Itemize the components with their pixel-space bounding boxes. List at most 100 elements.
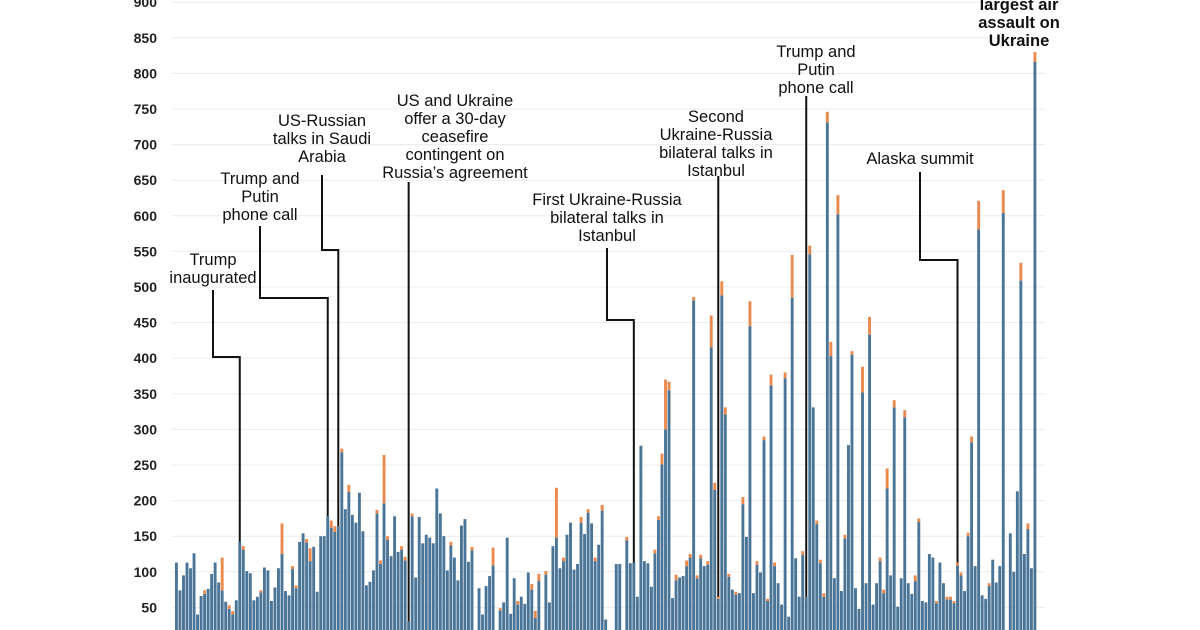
bar-segment-series-1 [593,561,597,630]
bar-segment-series-1 [238,541,242,630]
bar-segment-series-2 [294,585,298,589]
bar-segment-series-1 [224,601,228,630]
bar-segment-series-1 [175,562,178,630]
bar-segment-series-2 [410,513,414,517]
bar-segment-series-1 [899,578,903,630]
bar-segment-series-2 [657,516,660,520]
bar-segment-series-2 [825,111,829,123]
bar-segment-series-2 [533,610,537,619]
bar-segment-series-1 [839,591,843,630]
bar-segment-series-1 [755,564,759,630]
annotation-text: contingent on [405,146,504,164]
bar-segment-series-1 [417,516,421,630]
bar-segment-series-1 [505,537,509,630]
bar-segment-series-1 [481,614,484,630]
bar-segment-series-1 [551,546,555,630]
bar-segment-series-2 [625,536,629,541]
bar-segment-series-2 [685,560,689,567]
bar-segment-series-1 [431,543,435,630]
bar-segment-series-2 [977,200,981,230]
bar-segment-series-2 [220,557,224,591]
bar-segment-series-2 [822,593,826,597]
y-tick-label: 750 [134,101,158,117]
bar-segment-series-2 [734,591,738,595]
bar-segment-series-2 [885,468,889,489]
bar-segment-series-1 [470,550,474,630]
annotation-text: US-Russian [278,112,366,130]
bar-segment-series-2 [375,509,379,514]
bar-segment-series-1 [808,254,812,630]
bar-segment-series-1 [1012,571,1016,630]
annotation-text: talks in Saudi [273,130,371,148]
bar-segment-series-1 [804,596,808,630]
bar-segment-series-1 [1019,280,1023,630]
bar-segment-series-1 [843,538,847,630]
bar-segment-series-1 [688,557,692,630]
bar-segment-series-1 [850,354,854,630]
bar-segment-series-1 [544,574,548,630]
bar-segment-series-1 [379,563,382,630]
y-tick-label: 350 [134,386,158,402]
bar-segment-series-1 [980,595,984,630]
bar-segment-series-1 [523,603,527,630]
bar-segment-series-2 [280,523,284,554]
bar-segment-series-2 [882,589,886,594]
bar-segment-series-1 [340,452,344,630]
bar-segment-series-1 [421,543,425,630]
bar-segment-series-1 [210,573,214,630]
annotation-text: offer a 30-day [404,110,506,128]
bar-segment-series-1 [787,616,791,630]
bar-segment-series-1 [759,572,762,630]
bar-segment-series-2 [861,366,864,393]
bar-segment-series-1 [716,598,720,630]
bar-segment-series-2 [259,590,263,593]
bar-segment-series-1 [294,588,298,630]
bar-segment-series-2 [562,557,565,562]
bar-segment-series-1 [628,563,632,630]
bar-segment-series-1 [832,578,836,630]
bar-segment-series-2 [1019,262,1023,281]
bar-segment-series-1 [583,534,587,630]
bar-segment-series-1 [762,440,766,630]
bar-segment-series-1 [977,229,981,630]
bar-segment-series-1 [889,575,893,630]
bar-segment-series-2 [949,596,952,600]
bar-segment-series-1 [364,585,368,630]
bar-segment-series-1 [815,524,819,630]
bar-segment-series-1 [685,566,689,630]
bar-segment-series-1 [227,608,231,630]
bar-segment-series-2 [530,583,534,590]
bar-segment-series-1 [438,513,442,630]
bar-segment-series-1 [671,598,674,630]
bar-segment-series-2 [801,551,805,555]
bar-segment-series-1 [410,516,414,630]
y-tick-label: 100 [134,564,158,580]
bar-segment-series-2 [766,598,769,601]
bar-segment-series-2 [340,448,344,453]
bar-segment-series-2 [829,341,833,357]
annotation-text: Russia’s agreement [382,164,528,182]
bar-segment-series-1 [185,562,189,630]
bar-segment-series-1 [326,516,330,630]
bar-segment-series-1 [456,580,460,630]
bar-segment-series-1 [396,551,400,630]
bar-segment-series-1 [600,510,604,630]
bar-segment-series-1 [459,525,463,630]
bar-segment-series-2 [1026,523,1030,530]
bar-segment-series-1 [435,488,439,630]
bar-segment-series-2 [400,546,404,550]
bar-segment-series-1 [386,539,389,630]
bar-segment-series-2 [403,556,407,561]
annotation-leader-line [259,226,329,517]
bar-segment-series-2 [850,351,854,355]
bar-segment-series-2 [970,436,974,443]
bar-segment-series-1 [298,541,302,630]
bar-segment-series-2 [347,484,351,493]
bar-segment-series-1 [963,591,966,630]
bar-segment-series-2 [699,554,703,559]
bar-segment-series-1 [836,214,840,630]
bar-segment-series-1 [829,356,833,630]
bar-segment-series-1 [562,561,565,630]
bar-segment-series-1 [783,378,787,630]
bar-segment-series-1 [797,596,801,630]
